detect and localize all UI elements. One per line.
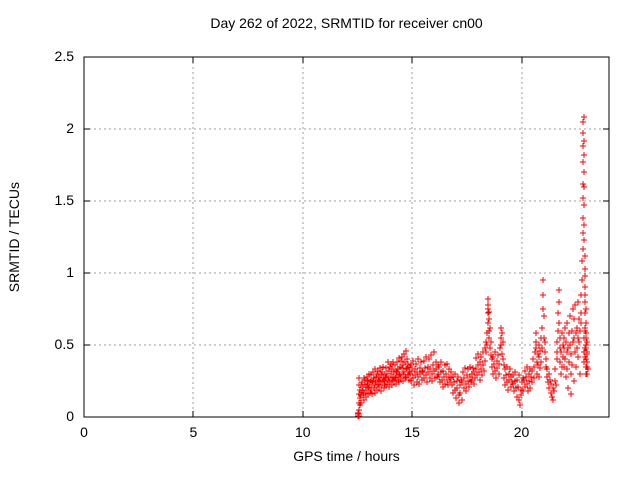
- y-tick-label: 0: [66, 408, 74, 424]
- plot-border: [83, 56, 610, 418]
- x-tick-label: 10: [294, 424, 311, 440]
- grid-lines: [84, 57, 609, 417]
- y-tick-label: 1.5: [54, 192, 74, 208]
- chart-title: Day 262 of 2022, SRMTID for receiver cn0…: [210, 15, 483, 31]
- x-tick-label: 15: [404, 424, 420, 440]
- y-tick-label: 2: [66, 120, 74, 136]
- y-tick-label: 0.5: [54, 336, 74, 352]
- y-tick-label: 1: [66, 264, 74, 280]
- y-tick-label: 2.5: [54, 48, 74, 64]
- x-axis-label: GPS time / hours: [293, 448, 400, 464]
- x-tick-label: 20: [513, 424, 530, 440]
- data-points-srmtid: [355, 114, 591, 419]
- x-tick-label: 5: [189, 424, 198, 440]
- axis-tick-marks: [83, 56, 609, 418]
- x-tick-label: 0: [80, 424, 88, 440]
